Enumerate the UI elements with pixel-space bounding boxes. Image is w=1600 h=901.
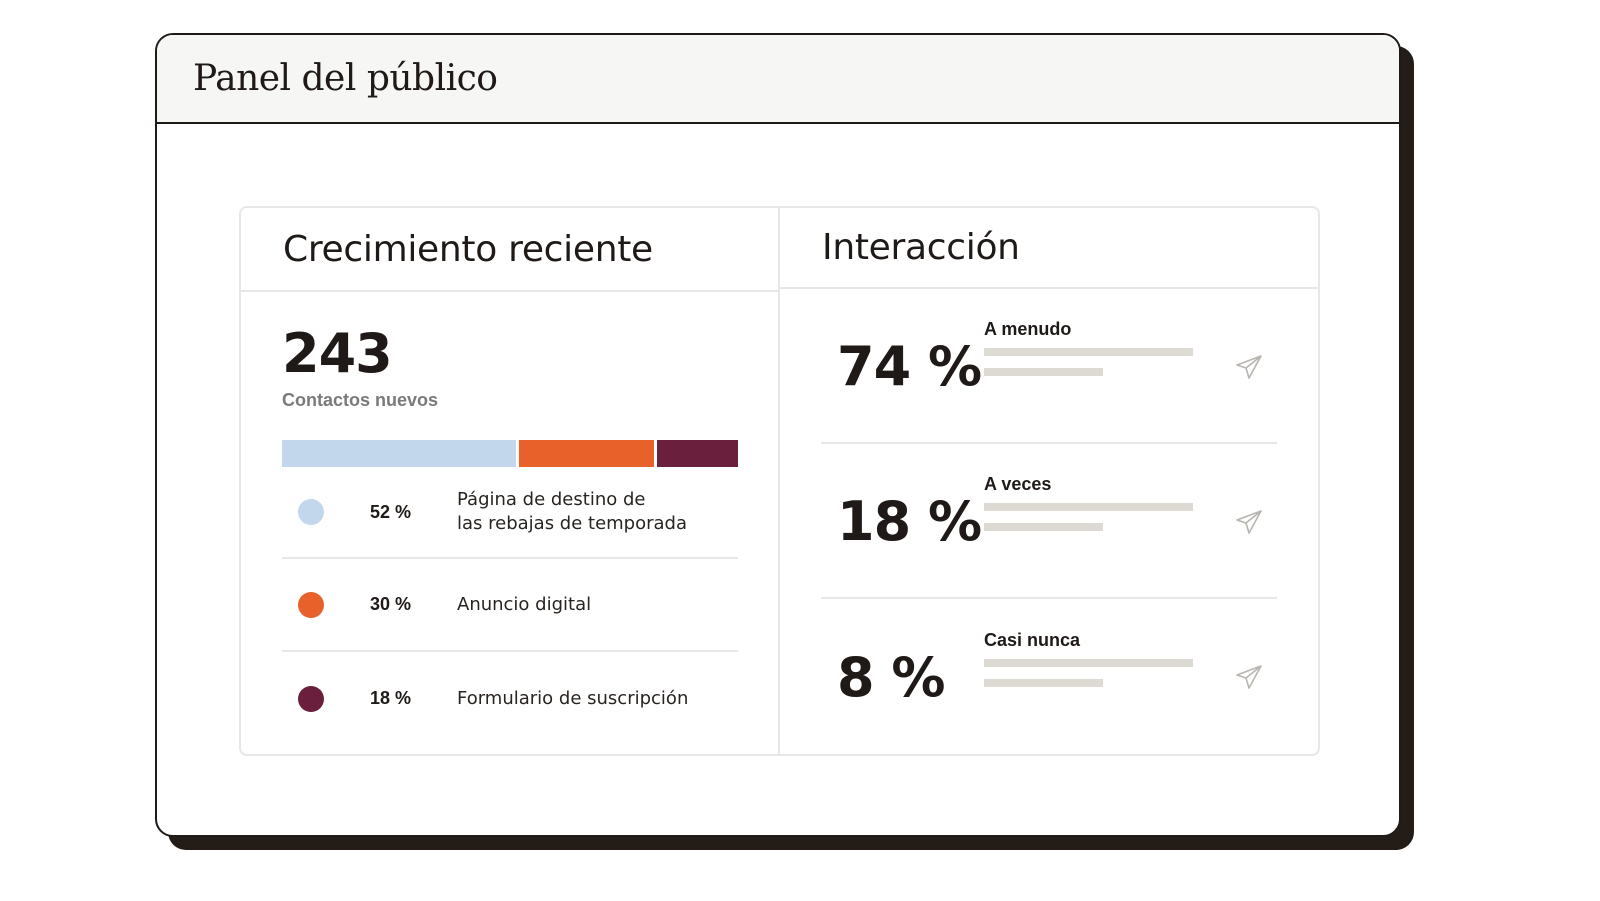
- send-icon[interactable]: [1234, 507, 1264, 537]
- engagement-info: A veces: [984, 474, 1200, 543]
- recent-growth-header: Crecimiento reciente: [241, 208, 778, 292]
- placeholder-line: [984, 368, 1103, 376]
- send-icon[interactable]: [1234, 662, 1264, 692]
- source-legend: 52 % Página de destino de las rebajas de…: [282, 467, 738, 745]
- engagement-header: Interacción: [780, 208, 1318, 289]
- engagement-label: A menudo: [984, 319, 1072, 339]
- legend-row: 30 % Anuncio digital: [282, 559, 738, 652]
- placeholder-line: [984, 679, 1103, 687]
- placeholder-line: [984, 659, 1193, 667]
- engagement-percent: 8 %: [837, 646, 945, 709]
- engagement-row: 8 % Casi nunca: [821, 599, 1277, 754]
- legend-row: 52 % Página de destino de las rebajas de…: [282, 467, 738, 559]
- legend-dot: [298, 591, 324, 618]
- recent-growth-panel: Crecimiento reciente 243 Contactos nuevo…: [241, 208, 780, 754]
- legend-row: 18 % Formulario de suscripción: [282, 652, 738, 745]
- placeholder-line: [984, 523, 1103, 531]
- recent-growth-title: Crecimiento reciente: [283, 228, 653, 270]
- stacked-bar-segment-signup-form: [657, 440, 738, 467]
- legend-label: Anuncio digital: [457, 593, 592, 615]
- placeholder-line: [984, 348, 1193, 356]
- send-icon[interactable]: [1234, 352, 1264, 382]
- legend-label: Formulario de suscripción: [457, 687, 689, 709]
- engagement-percent: 18 %: [837, 490, 982, 553]
- audience-dashboard-window: Panel del público Crecimiento reciente 2…: [155, 33, 1401, 837]
- engagement-label: Casi nunca: [984, 630, 1081, 650]
- recent-growth-body: 243 Contactos nuevos 52 % Página de dest…: [241, 292, 778, 745]
- engagement-row: 18 % A veces: [821, 444, 1277, 599]
- window-title: Panel del público: [193, 58, 498, 99]
- legend-label: Página de destino de las rebajas de temp…: [457, 489, 688, 534]
- engagement-body: 74 % A menudo 18 % A veces: [780, 289, 1318, 754]
- engagement-title: Interacción: [822, 227, 1020, 268]
- new-contacts-label: Contactos nuevos: [282, 390, 439, 410]
- legend-percent: 30 %: [370, 594, 412, 614]
- dashboard-card: Crecimiento reciente 243 Contactos nuevo…: [239, 206, 1320, 756]
- window-header: Panel del público: [157, 35, 1399, 124]
- engagement-percent: 74 %: [837, 335, 982, 398]
- placeholder-line: [984, 503, 1193, 511]
- legend-dot: [298, 685, 324, 712]
- stacked-bar-segment-digital-ad: [519, 440, 654, 467]
- engagement-info: A menudo: [984, 319, 1200, 388]
- legend-percent: 18 %: [370, 688, 412, 708]
- source-stacked-bar: [282, 440, 738, 467]
- engagement-row: 74 % A menudo: [821, 289, 1277, 444]
- engagement-label: A veces: [984, 474, 1052, 494]
- stacked-bar-segment-landing-page: [282, 440, 516, 467]
- legend-dot: [298, 499, 324, 525]
- new-contacts-count: 243: [282, 322, 393, 385]
- engagement-panel: Interacción 74 % A menudo 18 %: [780, 208, 1318, 754]
- legend-percent: 52 %: [370, 501, 412, 522]
- engagement-info: Casi nunca: [984, 630, 1200, 699]
